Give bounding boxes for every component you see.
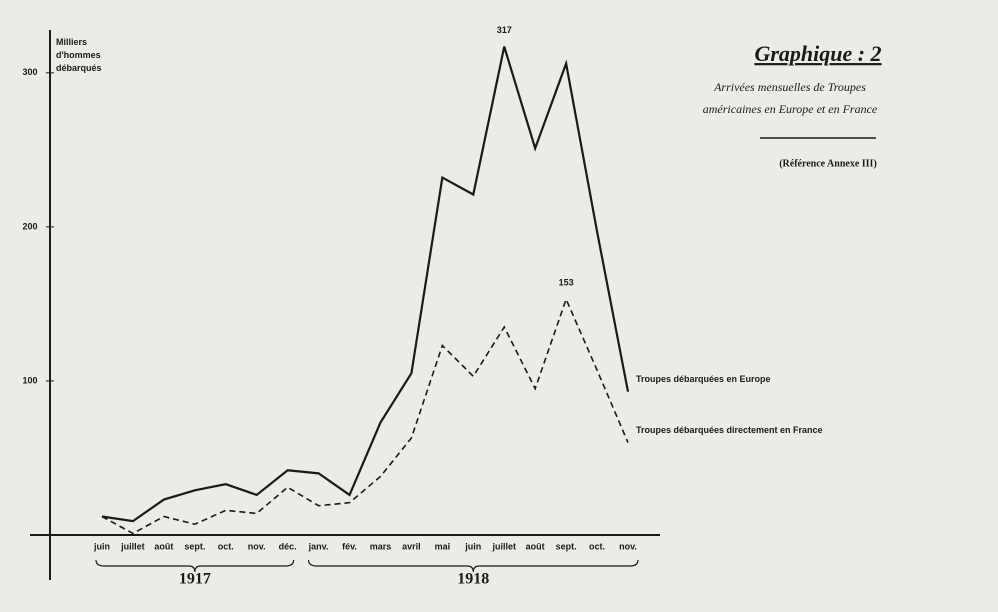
series-line [101, 297, 629, 535]
series-label: Troupes débarquées directement en France [636, 425, 823, 435]
subtitle-box: Arrivées mensuelles de Troupes américain… [702, 80, 878, 116]
x-tick-label: oct. [589, 541, 605, 551]
year-bracket [95, 559, 295, 573]
x-tick-label: nov. [248, 541, 266, 551]
x-tick-label: juillet [120, 541, 145, 551]
year-label: 1917 [179, 571, 211, 588]
x-tick-label: juin [93, 541, 110, 551]
chart-title: Graphique : 2 [754, 41, 881, 66]
data-label: 317 [497, 25, 512, 35]
x-tick-label: sept. [184, 541, 205, 551]
x-tick-label: août [154, 541, 173, 551]
x-tick-label: déc. [279, 541, 297, 551]
y-label-box: Milliers d'hommes débarqués [56, 37, 102, 73]
x-tick-label: juin [464, 541, 481, 551]
y-tick-label: 200 [22, 221, 37, 231]
x-tick-label: mai [435, 541, 451, 551]
x-tick-label: fév. [342, 541, 357, 551]
x-tick-label: avril [402, 541, 421, 551]
x-tick-label: juillet [491, 541, 516, 551]
x-tick-label: janv. [308, 541, 329, 551]
x-tick-label: août [526, 541, 545, 551]
year-bracket [307, 559, 639, 573]
x-tick-label: nov. [619, 541, 637, 551]
x-tick-label: oct. [218, 541, 234, 551]
series-line [101, 46, 630, 523]
data-label: 153 [559, 278, 574, 288]
x-tick-label: sept. [556, 541, 577, 551]
x-tick-label: mars [370, 541, 392, 551]
chart-note: (Référence Annexe III) [779, 158, 877, 169]
year-label: 1918 [457, 571, 489, 588]
y-axis-label: Milliers d'hommes débarqués [56, 37, 102, 73]
y-tick-label: 100 [22, 375, 37, 385]
series-label: Troupes débarquées en Europe [636, 374, 771, 384]
y-tick-label: 300 [22, 67, 37, 77]
chart-subtitle: Arrivées mensuelles de Troupes américain… [702, 80, 878, 116]
